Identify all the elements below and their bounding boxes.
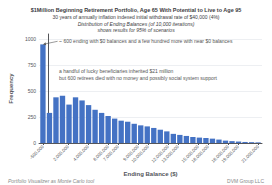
svg-text:Ending Balance ($): Ending Balance ($) <box>124 171 178 177</box>
svg-text:$1Million Beginning Retirement: $1Million Beginning Retirement Portfolio… <box>31 7 242 13</box>
svg-text:7,000,000: 7,000,000 <box>102 144 120 162</box>
svg-text:13,000,000: 13,000,000 <box>160 144 180 164</box>
svg-text:250: 250 <box>28 114 37 120</box>
svg-text:Distribution of Ending Balance: Distribution of Ending Balances (of 10,0… <box>77 20 195 27</box>
svg-text:19,000,000: 19,000,000 <box>220 144 240 164</box>
svg-text:15,000,000: 15,000,000 <box>180 144 200 164</box>
svg-text:Frequency: Frequency <box>8 73 14 104</box>
svg-text:Portfolio Visualizer as Monte: Portfolio Visualizer as Monte Carlo tool <box>8 178 95 184</box>
svg-text:-500,000: -500,000 <box>29 144 45 160</box>
svg-text:4,000,000: 4,000,000 <box>72 144 90 162</box>
svg-text:6,000,000: 6,000,000 <box>92 144 110 162</box>
svg-text:30 years of annually inflation: 30 years of annually inflation indexed i… <box>52 14 219 20</box>
svg-text:10,000,000: 10,000,000 <box>130 144 150 164</box>
svg-text:1000: 1000 <box>25 36 36 42</box>
svg-text:12,000,000: 12,000,000 <box>150 144 170 164</box>
svg-text:shows results for 95% of scena: shows results for 95% of scenarios <box>97 27 175 33</box>
svg-text:16,000,000: 16,000,000 <box>190 144 210 164</box>
svg-text:a handful of lucky beneficiari: a handful of lucky beneficiaries inherit… <box>59 68 173 74</box>
svg-text:DVM Group LLC: DVM Group LLC <box>227 178 264 184</box>
svg-text:21,000,000: 21,000,000 <box>240 144 260 164</box>
svg-text:but 600 retirees died with no: but 600 retirees died with no money and … <box>59 75 217 81</box>
svg-text:2,000,000: 2,000,000 <box>52 144 70 162</box>
svg-text:500: 500 <box>28 88 37 94</box>
svg-text:9,000,000: 9,000,000 <box>122 144 140 162</box>
svg-text:~ 600 ending with $0 balances: ~ 600 ending with $0 balances and a few … <box>59 38 233 44</box>
svg-text:0: 0 <box>33 140 36 146</box>
svg-text:750: 750 <box>28 62 37 68</box>
svg-text:18,000,000: 18,000,000 <box>210 144 230 164</box>
